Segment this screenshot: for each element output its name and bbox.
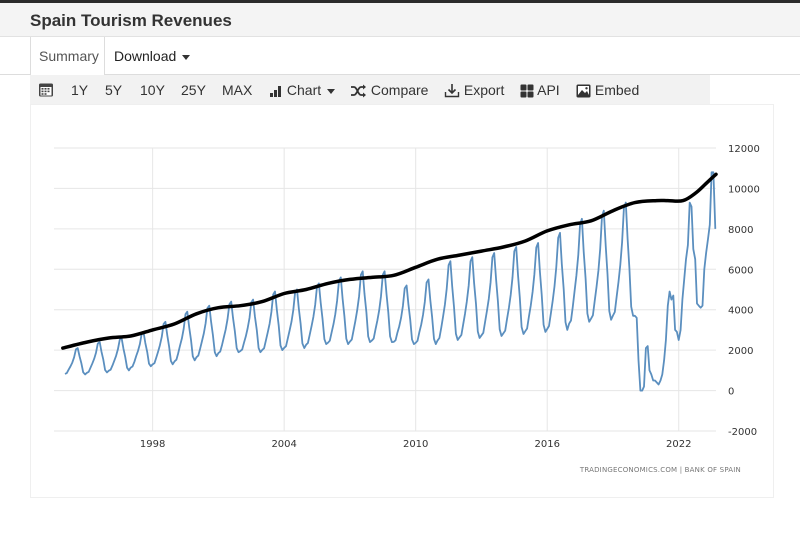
tab-summary[interactable]: Summary bbox=[30, 37, 105, 76]
tab-download-label: Download bbox=[114, 48, 177, 64]
tab-download[interactable]: Download bbox=[106, 37, 198, 75]
range-1y-button[interactable]: 1Y bbox=[71, 82, 89, 98]
line-chart: 12000 10000 8000 6000 4000 2000 0 -2000 1998 200… bbox=[54, 144, 760, 474]
range-10y-button[interactable]: 10Y bbox=[140, 82, 165, 98]
chart-panel: 12000 10000 8000 6000 4000 2000 0 -2000 1998 200… bbox=[30, 104, 774, 498]
api-label: API bbox=[537, 82, 560, 98]
x-tick-label: 2022 bbox=[666, 439, 691, 450]
calendar-icon bbox=[39, 83, 53, 97]
embed-label: Embed bbox=[594, 82, 640, 98]
title-bar: Spain Tourism Revenues bbox=[0, 0, 800, 37]
y-tick-label: 2000 bbox=[728, 346, 753, 357]
chart-type-label: Chart bbox=[286, 82, 322, 98]
range-max-button[interactable]: MAX bbox=[222, 82, 253, 98]
y-tick-label: 12000 bbox=[728, 144, 760, 155]
y-tick-label: -2000 bbox=[728, 427, 757, 438]
tab-bar: Summary Download bbox=[0, 37, 800, 76]
calendar-button[interactable] bbox=[38, 80, 54, 100]
export-button[interactable]: Export bbox=[444, 80, 504, 100]
bar-chart-icon bbox=[270, 86, 281, 97]
embed-button[interactable]: Embed bbox=[576, 80, 639, 100]
api-button[interactable]: API bbox=[520, 80, 560, 100]
y-tick-label: 10000 bbox=[728, 184, 760, 195]
gridlines bbox=[54, 147, 716, 432]
series-layer bbox=[61, 171, 718, 392]
page-title: Spain Tourism Revenues bbox=[30, 11, 232, 30]
y-tick-label: 0 bbox=[728, 387, 734, 398]
caret-down-icon bbox=[327, 88, 336, 94]
range-5y-button[interactable]: 5Y bbox=[105, 82, 123, 98]
x-tick-label: 2004 bbox=[271, 439, 296, 450]
compare-button[interactable]: Compare bbox=[350, 80, 428, 100]
trend-line bbox=[61, 172, 718, 350]
shuffle-icon bbox=[351, 84, 366, 98]
compare-label: Compare bbox=[370, 82, 429, 98]
download-icon bbox=[444, 84, 460, 98]
x-axis-labels: 1998 2004 2010 2016 2022 bbox=[140, 439, 692, 450]
y-tick-label: 4000 bbox=[728, 306, 753, 317]
export-label: Export bbox=[463, 82, 505, 98]
y-tick-label: 6000 bbox=[728, 265, 753, 276]
x-tick-label: 1998 bbox=[140, 439, 165, 450]
y-tick-label: 8000 bbox=[728, 225, 753, 236]
grid-icon bbox=[520, 84, 534, 98]
caret-down-icon bbox=[182, 54, 191, 60]
revenue-series-line bbox=[64, 171, 717, 392]
chart-type-button[interactable]: Chart bbox=[269, 80, 336, 100]
x-tick-label: 2016 bbox=[534, 439, 559, 450]
y-axis-labels: 12000 10000 8000 6000 4000 2000 0 -2000 bbox=[728, 144, 760, 438]
chart-toolbar: 1Y 5Y 10Y 25Y MAX Chart Compare Export A… bbox=[30, 75, 710, 105]
source-credit: TRADINGECONOMICS.COM | BANK OF SPAIN bbox=[579, 466, 741, 474]
image-icon bbox=[576, 84, 591, 98]
range-25y-button[interactable]: 25Y bbox=[181, 82, 206, 98]
x-tick-label: 2010 bbox=[403, 439, 428, 450]
